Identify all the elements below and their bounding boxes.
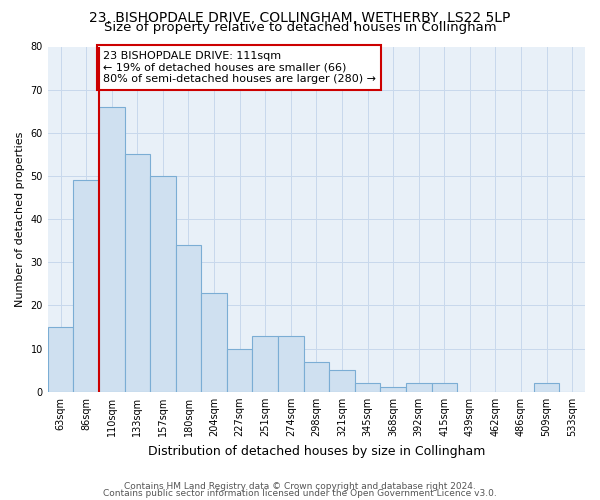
Bar	[227, 348, 253, 392]
Text: 23 BISHOPDALE DRIVE: 111sqm
← 19% of detached houses are smaller (66)
80% of sem: 23 BISHOPDALE DRIVE: 111sqm ← 19% of det…	[103, 51, 376, 84]
Bar	[534, 383, 559, 392]
Bar	[329, 370, 355, 392]
Text: Size of property relative to detached houses in Collingham: Size of property relative to detached ho…	[104, 22, 496, 35]
Bar	[380, 388, 406, 392]
Bar	[125, 154, 150, 392]
Bar	[99, 107, 125, 392]
Bar	[48, 327, 73, 392]
Text: 23, BISHOPDALE DRIVE, COLLINGHAM, WETHERBY, LS22 5LP: 23, BISHOPDALE DRIVE, COLLINGHAM, WETHER…	[89, 11, 511, 25]
Bar	[431, 383, 457, 392]
Bar	[150, 176, 176, 392]
Bar	[278, 336, 304, 392]
Bar	[355, 383, 380, 392]
Y-axis label: Number of detached properties: Number of detached properties	[15, 132, 25, 307]
Bar	[201, 292, 227, 392]
Bar	[73, 180, 99, 392]
Bar	[304, 362, 329, 392]
Text: Contains public sector information licensed under the Open Government Licence v3: Contains public sector information licen…	[103, 490, 497, 498]
Bar	[406, 383, 431, 392]
Bar	[253, 336, 278, 392]
Text: Contains HM Land Registry data © Crown copyright and database right 2024.: Contains HM Land Registry data © Crown c…	[124, 482, 476, 491]
Bar	[176, 245, 201, 392]
X-axis label: Distribution of detached houses by size in Collingham: Distribution of detached houses by size …	[148, 444, 485, 458]
